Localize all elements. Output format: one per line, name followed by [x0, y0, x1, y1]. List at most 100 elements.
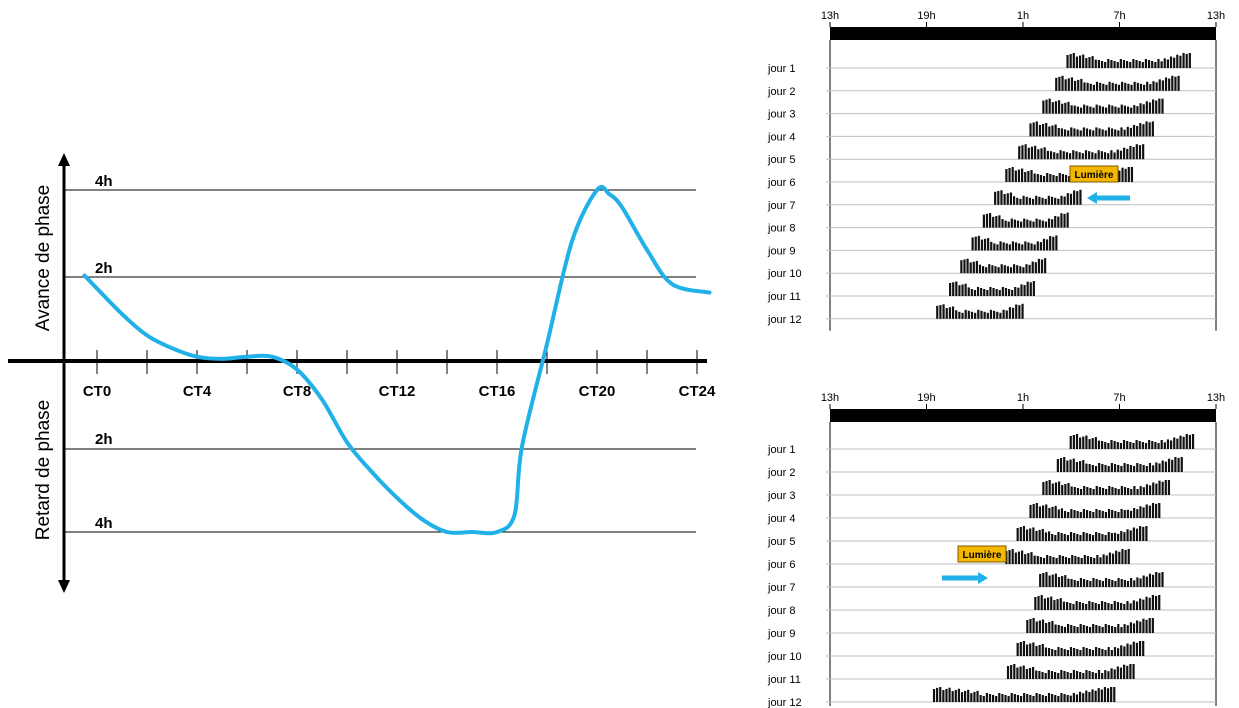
activity-bar	[1075, 462, 1079, 472]
activity-bar	[1048, 98, 1051, 114]
activity-bar	[1158, 463, 1161, 472]
activity-bar	[1021, 244, 1024, 251]
activity-bar	[1043, 147, 1046, 160]
activity-bar	[1133, 466, 1136, 472]
activity-bar	[1111, 553, 1115, 564]
time-label: 1h	[1017, 10, 1029, 22]
activity-bar	[1099, 557, 1102, 564]
activity-bar	[1113, 669, 1116, 679]
activity-bar	[1145, 101, 1148, 114]
activity-bar	[1029, 505, 1032, 518]
activity-bar	[1120, 486, 1123, 495]
activity-bar	[1094, 59, 1097, 68]
activity-bar	[1053, 672, 1057, 679]
activity-bar	[1063, 213, 1066, 228]
activity-bar	[1081, 153, 1084, 160]
activity-bar	[1033, 244, 1036, 251]
activity-bar	[1101, 488, 1105, 495]
activity-bar	[1155, 462, 1158, 472]
activity-bar	[1160, 61, 1163, 68]
activity-bar	[1049, 174, 1052, 182]
activity-bar	[1121, 549, 1124, 564]
activity-bar	[1085, 670, 1088, 679]
activity-bar	[1040, 259, 1044, 274]
activity-bar	[1024, 554, 1027, 564]
activity-bar	[993, 310, 996, 319]
activity-bar	[1051, 534, 1054, 541]
activity-bar	[1038, 506, 1042, 518]
activity-bar	[1079, 461, 1082, 472]
activity-bar	[1067, 512, 1070, 518]
activity-bar	[1126, 106, 1130, 114]
activity-bar	[1157, 59, 1160, 68]
activity-bar	[1057, 509, 1060, 518]
activity-bar	[1126, 601, 1129, 610]
activity-bar	[1060, 195, 1063, 205]
activity-bar	[932, 689, 936, 702]
activity-bar	[1136, 463, 1139, 472]
activity-bar	[1025, 196, 1028, 205]
dark-period-bar	[830, 409, 1216, 422]
activity-bar	[957, 688, 960, 702]
activity-bar	[1117, 624, 1120, 633]
activity-bar	[1046, 555, 1049, 564]
activity-bar	[1054, 573, 1057, 587]
activity-bar	[1028, 264, 1031, 274]
activity-bar	[1104, 465, 1107, 472]
activity-bar	[1030, 170, 1033, 182]
activity-bar	[1145, 596, 1148, 610]
activity-bar	[1123, 580, 1126, 587]
activity-bar	[1069, 532, 1073, 541]
activity-bar	[1079, 512, 1082, 518]
activity-bar	[1079, 650, 1082, 656]
x-tick-label: CT16	[479, 383, 516, 400]
activity-bar	[1100, 151, 1103, 160]
activity-bar	[972, 261, 975, 274]
activity-bar	[1141, 62, 1144, 68]
activity-bar	[1144, 443, 1148, 449]
activity-bar	[955, 310, 958, 319]
activity-bar	[1044, 696, 1048, 702]
activity-bar	[1111, 580, 1114, 587]
activity-bar	[1174, 76, 1177, 91]
activity-bar	[1124, 168, 1127, 182]
activity-bar	[1110, 533, 1113, 541]
activity-bar	[1057, 625, 1060, 633]
activity-bar	[1095, 104, 1098, 114]
activity-bar	[1135, 528, 1139, 541]
activity-bar	[1171, 75, 1174, 91]
activity-bar	[1038, 529, 1041, 541]
activity-bar	[1119, 667, 1123, 679]
activity-bar	[1104, 535, 1107, 541]
activity-bar	[976, 690, 979, 702]
activity-bar	[1114, 488, 1117, 495]
activity-bar	[1113, 61, 1116, 68]
activity-bar	[1070, 486, 1073, 495]
activity-bar	[1107, 603, 1110, 610]
activity-bar	[1035, 121, 1038, 137]
activity-bar	[1057, 481, 1061, 495]
light-box	[957, 545, 1007, 563]
activity-bar	[1069, 603, 1072, 610]
activity-bar	[1056, 459, 1059, 472]
activity-bar	[1073, 105, 1076, 114]
activity-bar	[1089, 511, 1092, 518]
activity-bar	[1059, 598, 1062, 610]
activity-bar	[1106, 688, 1110, 702]
time-label: 19h	[917, 10, 935, 22]
activity-bar	[1136, 620, 1139, 633]
activity-bar	[1051, 649, 1054, 656]
activity-bar	[1158, 79, 1161, 91]
activity-bar	[1054, 197, 1057, 205]
activity-bar	[1129, 664, 1132, 679]
activity-bar	[1108, 171, 1112, 182]
activity-bar	[1001, 287, 1004, 296]
activity-bar	[1082, 127, 1085, 137]
activity-bar	[1016, 220, 1020, 228]
activity-bar	[1074, 174, 1077, 182]
activity-bar	[1051, 506, 1054, 518]
activity-bar	[1026, 281, 1029, 296]
activity-bar	[1032, 122, 1035, 137]
activity-bar	[1191, 434, 1195, 449]
activity-bar	[1038, 694, 1041, 702]
